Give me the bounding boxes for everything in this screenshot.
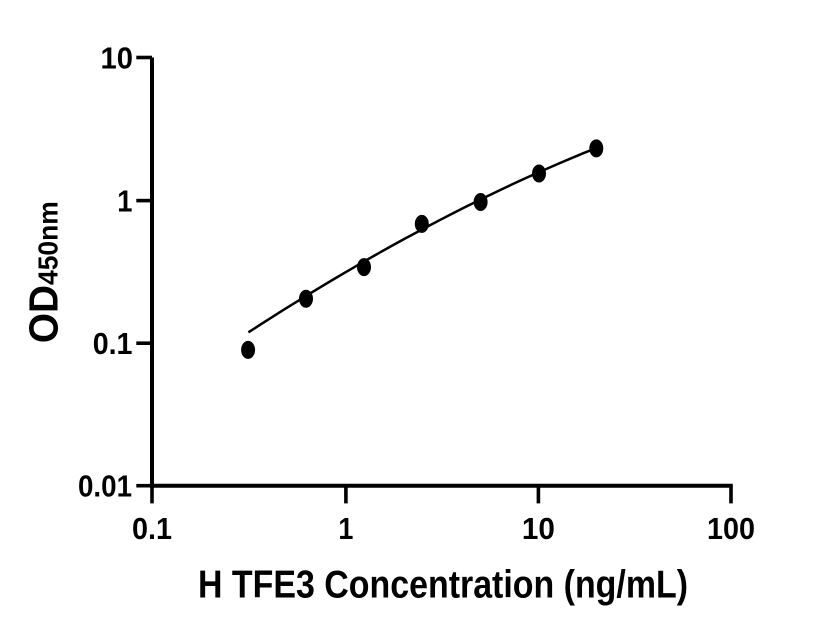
svg-text:1: 1: [338, 511, 353, 546]
svg-text:0.01: 0.01: [78, 469, 132, 504]
svg-text:10: 10: [522, 511, 555, 546]
svg-text:H TFE3 Concentration (ng/mL): H TFE3 Concentration (ng/mL): [198, 563, 688, 606]
svg-text:1: 1: [117, 184, 132, 219]
svg-text:100: 100: [707, 511, 755, 546]
svg-text:10: 10: [101, 41, 134, 76]
svg-text:0.1: 0.1: [132, 511, 172, 546]
svg-text:0.1: 0.1: [93, 326, 133, 361]
